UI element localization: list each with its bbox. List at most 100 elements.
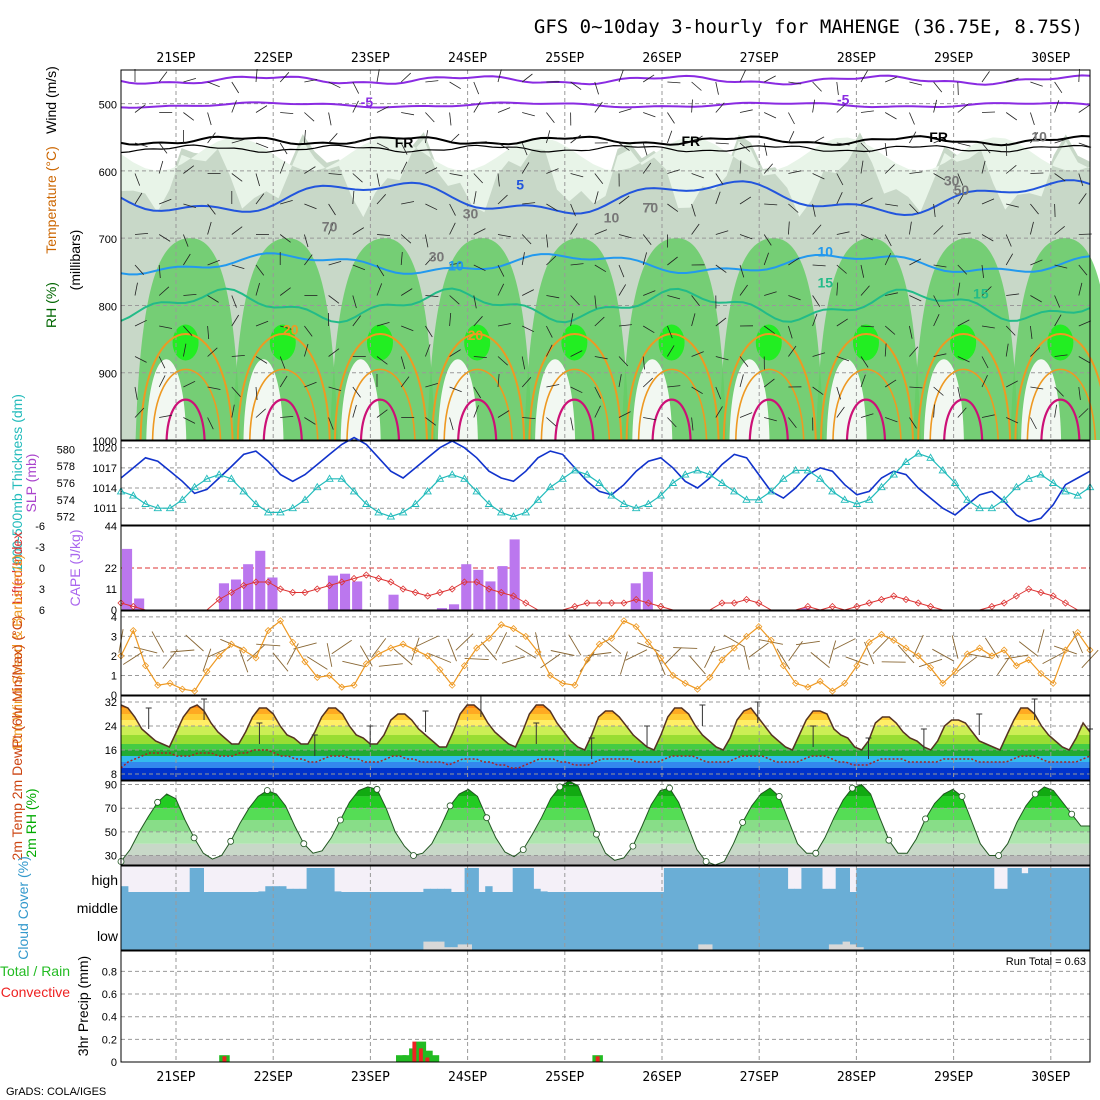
cape-bar bbox=[461, 564, 472, 610]
cloud-high-bar bbox=[684, 868, 692, 894]
slp-tick-label: 1017 bbox=[93, 463, 117, 475]
temp-tick-label: 8 bbox=[111, 769, 117, 781]
wind-barb bbox=[981, 71, 990, 83]
wind-barb bbox=[376, 142, 389, 150]
wind-barb bbox=[134, 173, 141, 186]
cloud-high-bar bbox=[533, 888, 541, 894]
temp-contour-20 bbox=[625, 333, 720, 441]
wind-barb bbox=[860, 413, 874, 418]
wind-barb-10m bbox=[202, 648, 212, 672]
wind-barb-10m bbox=[864, 641, 875, 665]
lifted-index-point bbox=[620, 599, 628, 607]
wind-speed-point bbox=[902, 644, 910, 652]
bottom-date-label: 26SEP bbox=[642, 1070, 681, 1085]
thickness-point bbox=[251, 499, 261, 507]
precip-tick-label: 0.6 bbox=[102, 989, 117, 1001]
wind-barb bbox=[884, 343, 887, 357]
thickness-point bbox=[779, 474, 788, 482]
lifted-index-point bbox=[485, 585, 493, 593]
temp-band bbox=[121, 756, 1090, 762]
lifted-index-point bbox=[313, 585, 321, 593]
contour-label: 50 bbox=[954, 182, 970, 198]
wind-tick-label: 1 bbox=[111, 670, 117, 682]
thickness-point bbox=[337, 474, 347, 482]
wind-barb bbox=[642, 252, 647, 266]
wind-barb bbox=[860, 234, 873, 241]
wind-barb bbox=[497, 194, 508, 205]
cloud-high-bar bbox=[1076, 868, 1084, 894]
cloud-low-bar bbox=[849, 944, 857, 950]
wind-barb bbox=[1005, 234, 1012, 247]
wind-speed-point bbox=[546, 671, 554, 680]
thickness-point bbox=[141, 499, 150, 507]
contour-label: FR bbox=[681, 133, 700, 149]
wind-barb bbox=[255, 282, 260, 296]
wind-barb bbox=[1030, 417, 1037, 430]
cloud-high-bar bbox=[677, 868, 686, 894]
wind-barb bbox=[352, 227, 365, 235]
wind-barb bbox=[618, 374, 622, 388]
wind-barb bbox=[957, 407, 967, 418]
cloud-high-bar bbox=[1035, 868, 1043, 894]
wind-barb-10m bbox=[1004, 654, 1029, 660]
wind-barb bbox=[546, 112, 555, 123]
wind-speed-point bbox=[559, 679, 567, 687]
wind-tick-label: 2 bbox=[111, 651, 117, 663]
wind-barb-10m bbox=[673, 647, 698, 649]
wind-barb bbox=[667, 325, 673, 339]
wind-barb-10m bbox=[122, 651, 144, 665]
wind-barb-10m bbox=[535, 632, 541, 656]
thickness-point bbox=[190, 482, 199, 491]
thickness-point bbox=[901, 457, 911, 465]
wind-speed-point bbox=[252, 654, 260, 662]
wind-barb-10m bbox=[748, 642, 769, 658]
wind-barb bbox=[352, 81, 360, 94]
wind-barb bbox=[134, 319, 147, 327]
wind-speed-point bbox=[141, 662, 150, 670]
rh2m-point bbox=[373, 785, 381, 793]
temp-contour-minus5-upper bbox=[120, 74, 1091, 86]
cloud-high-bar bbox=[196, 868, 204, 894]
lifted-index-axis-label: Lifted Index bbox=[9, 532, 25, 604]
cloud-high-bar bbox=[526, 868, 534, 894]
wind-barb bbox=[691, 417, 694, 431]
wind-speed-point bbox=[718, 656, 726, 664]
wind-barb bbox=[183, 380, 196, 388]
wind-barb bbox=[667, 385, 681, 388]
temp-contour-25 bbox=[637, 368, 708, 441]
wind-barb-10m bbox=[918, 658, 943, 668]
temp-band bbox=[121, 720, 1090, 726]
wind-speed-point bbox=[595, 640, 603, 648]
cloud-high-bar bbox=[279, 886, 287, 894]
thickness-point bbox=[509, 512, 518, 520]
wind-barb-10m bbox=[984, 637, 999, 659]
wind-barb bbox=[207, 132, 216, 144]
wind-barb-10m bbox=[664, 647, 682, 665]
wind-barb bbox=[304, 129, 306, 144]
temp-contour-10 bbox=[120, 252, 1091, 276]
thickness-point bbox=[276, 508, 285, 516]
wind-barb bbox=[1006, 293, 1020, 296]
wind-barb-10m bbox=[932, 648, 954, 662]
temperature-axis-label: Temperature (°C) bbox=[43, 146, 59, 254]
wind-barb bbox=[1078, 282, 1083, 296]
wind-barb bbox=[715, 406, 723, 418]
wind-speed-point bbox=[865, 638, 873, 646]
cloud-high-bar bbox=[938, 868, 947, 894]
wind-barb-10m bbox=[540, 653, 561, 669]
thickness-point bbox=[1012, 482, 1021, 491]
wind-barb bbox=[521, 377, 532, 388]
wind-barb-10m bbox=[1042, 652, 1065, 664]
wind-barb bbox=[739, 264, 745, 278]
wind-barb bbox=[788, 325, 793, 339]
temp-band bbox=[121, 744, 1090, 750]
lifted-index-point bbox=[497, 588, 505, 597]
wind-barb bbox=[183, 78, 197, 83]
cloud-high-bar bbox=[959, 868, 967, 894]
cloud-high-bar bbox=[801, 868, 809, 894]
thickness-point bbox=[864, 495, 874, 503]
cloud-high-bar bbox=[320, 868, 328, 894]
contour-label: 10 bbox=[448, 257, 464, 273]
wind-barb bbox=[497, 283, 505, 296]
wind-barb bbox=[691, 351, 704, 357]
